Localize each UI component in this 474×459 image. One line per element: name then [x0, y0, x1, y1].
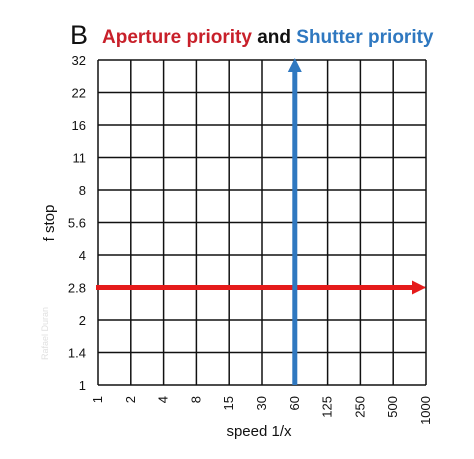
title-aperture: Aperture priority: [102, 27, 252, 48]
chart-series: [96, 58, 426, 385]
y-tick-labels: 1 1.4 2 2.8 4 5.6 8 11 16 22 32: [68, 53, 86, 393]
y-tick-label: 32: [72, 53, 86, 68]
chart-grid: [97, 59, 427, 386]
x-tick-label: 15: [221, 396, 236, 410]
y-tick-label: 16: [72, 118, 86, 133]
x-tick-label: 125: [320, 396, 335, 418]
x-tick-label: 250: [352, 396, 367, 418]
y-tick-label: 4: [79, 248, 86, 263]
x-axis-label: speed 1/x: [226, 423, 292, 440]
y-tick-label: 5.6: [68, 216, 86, 231]
panel-label: B: [70, 20, 89, 50]
series-arrowhead-1: [287, 58, 302, 72]
title-shutter: Shutter priority: [296, 27, 434, 48]
y-tick-label: 1: [79, 378, 86, 393]
y-tick-label: 1.4: [68, 346, 86, 361]
x-tick-label: 8: [188, 396, 203, 403]
x-tick-label: 60: [287, 396, 302, 410]
y-tick-label: 22: [72, 86, 86, 101]
y-axis-label: f stop: [41, 205, 58, 242]
x-tick-label: 2: [123, 396, 138, 403]
series-arrowhead-0: [412, 280, 426, 295]
y-tick-label: 8: [79, 183, 86, 198]
x-tick-label: 500: [385, 396, 400, 418]
x-tick-label: 1000: [418, 396, 433, 425]
y-tick-label: 11: [73, 151, 87, 166]
y-tick-label: 2.8: [68, 281, 86, 296]
title-and: and: [257, 27, 291, 48]
y-tick-label: 2: [79, 313, 86, 328]
x-tick-label: 30: [254, 396, 269, 410]
x-tick-label: 1: [90, 396, 105, 403]
chart-title: Aperture priority and Shutter priority: [102, 27, 434, 49]
x-tick-labels: 1 2 4 8 15 30 60 125 250 500 1000: [90, 396, 433, 425]
x-tick-label: 4: [156, 396, 171, 403]
